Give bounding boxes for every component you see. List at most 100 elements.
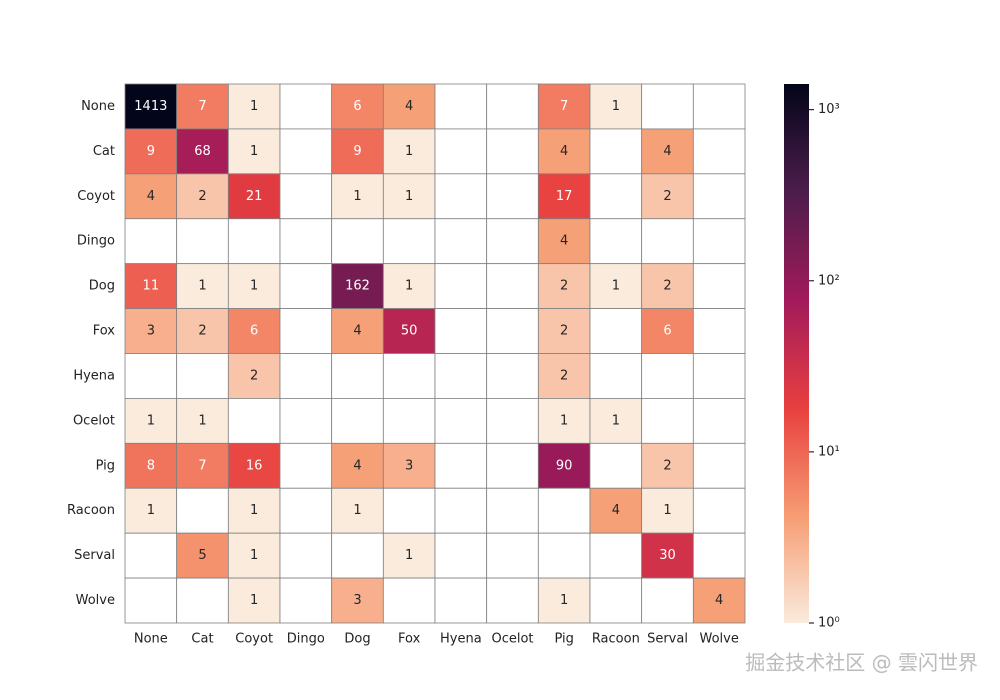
cell-label: 1 <box>250 144 258 159</box>
empty-cell <box>279 442 333 489</box>
cell-label: 162 <box>345 279 370 294</box>
empty-cell <box>692 128 746 175</box>
cell <box>589 263 643 309</box>
empty-cell <box>434 173 488 220</box>
cell <box>537 173 591 220</box>
cell-label: 6 <box>250 324 258 339</box>
cell-label: 1 <box>198 279 206 294</box>
empty-cell <box>589 218 643 265</box>
empty-cell <box>589 353 643 399</box>
cell-label: 1 <box>250 503 258 518</box>
empty-cell <box>279 487 333 534</box>
cell-label: 1 <box>663 503 671 518</box>
cell <box>641 487 694 534</box>
empty-cell <box>434 398 488 444</box>
empty-cell <box>331 353 384 399</box>
y-tick-label: Racoon <box>67 503 115 518</box>
empty-cell <box>227 398 281 444</box>
empty-cell <box>382 398 436 444</box>
cell-label: 4 <box>147 189 155 204</box>
empty-cell <box>434 128 488 175</box>
cell-label: 2 <box>663 189 671 204</box>
empty-cell <box>279 173 333 220</box>
cell-label: 2 <box>198 189 206 204</box>
empty-cell <box>692 308 746 354</box>
cell-label: 90 <box>556 458 573 473</box>
empty-cell <box>537 487 591 534</box>
empty-cell <box>279 218 333 265</box>
y-tick-label: Serval <box>74 548 115 563</box>
cell <box>227 442 281 489</box>
empty-cell <box>434 442 488 489</box>
cell-label: 1413 <box>134 99 167 114</box>
empty-cell <box>382 218 436 265</box>
y-tick-label: Ocelot <box>73 413 115 428</box>
cell-label: 1 <box>612 279 620 294</box>
empty-cell <box>279 128 333 175</box>
empty-cell <box>692 353 746 399</box>
cell-label: 1 <box>405 189 413 204</box>
empty-cell <box>279 398 333 444</box>
empty-cell <box>641 218 694 265</box>
cell <box>227 173 281 220</box>
empty-cell <box>692 218 746 265</box>
cell-label: 2 <box>250 368 258 383</box>
cell-label: 7 <box>198 99 206 114</box>
cell <box>227 83 281 130</box>
empty-cell <box>279 83 333 130</box>
empty-cell <box>434 308 488 354</box>
y-tick-label: Pig <box>96 458 115 473</box>
empty-cell <box>227 218 281 265</box>
empty-cell <box>434 487 488 534</box>
cell-label: 1 <box>250 279 258 294</box>
cell <box>537 398 591 444</box>
empty-cell <box>641 353 694 399</box>
cell-label: 16 <box>246 458 263 473</box>
empty-cell <box>176 487 229 534</box>
cell <box>227 263 281 309</box>
cell-label: 1 <box>405 548 413 563</box>
x-tick-label: Dog <box>344 632 370 647</box>
cell <box>382 128 436 175</box>
empty-cell <box>486 577 539 624</box>
cell <box>124 487 178 534</box>
x-tick-label: Racoon <box>592 632 640 647</box>
cell-label: 1 <box>560 413 568 428</box>
colorbar-tick-label: 10² <box>818 273 840 288</box>
y-tick-label: Dog <box>89 279 115 294</box>
empty-cell <box>279 263 333 309</box>
empty-cell <box>124 532 178 579</box>
empty-cell <box>486 83 539 130</box>
cell <box>382 442 436 489</box>
cell-label: 3 <box>147 324 155 339</box>
cell-label: 5 <box>198 548 206 563</box>
cell-label: 2 <box>560 279 568 294</box>
cell-label: 2 <box>560 324 568 339</box>
x-tick-label: Wolve <box>699 632 738 647</box>
cell-label: 2 <box>663 458 671 473</box>
cell <box>227 128 281 175</box>
cell-label: 1 <box>250 548 258 563</box>
empty-cell <box>279 577 333 624</box>
empty-cell <box>692 263 746 309</box>
cell <box>589 487 643 534</box>
empty-cell <box>279 532 333 579</box>
cell <box>176 173 229 220</box>
cell-label: 6 <box>353 99 361 114</box>
empty-cell <box>486 128 539 175</box>
empty-cell <box>589 577 643 624</box>
cell-label: 1 <box>198 413 206 428</box>
cell-label: 3 <box>353 593 361 608</box>
empty-cell <box>537 532 591 579</box>
x-tick-label: None <box>134 632 168 647</box>
cell-label: 9 <box>147 144 155 159</box>
cell <box>537 83 591 130</box>
y-tick-label: None <box>81 99 115 114</box>
cell <box>537 442 591 489</box>
cell-label: 2 <box>198 324 206 339</box>
empty-cell <box>486 398 539 444</box>
cell <box>537 263 591 309</box>
y-tick-label: Coyot <box>77 189 115 204</box>
cell <box>176 442 229 489</box>
